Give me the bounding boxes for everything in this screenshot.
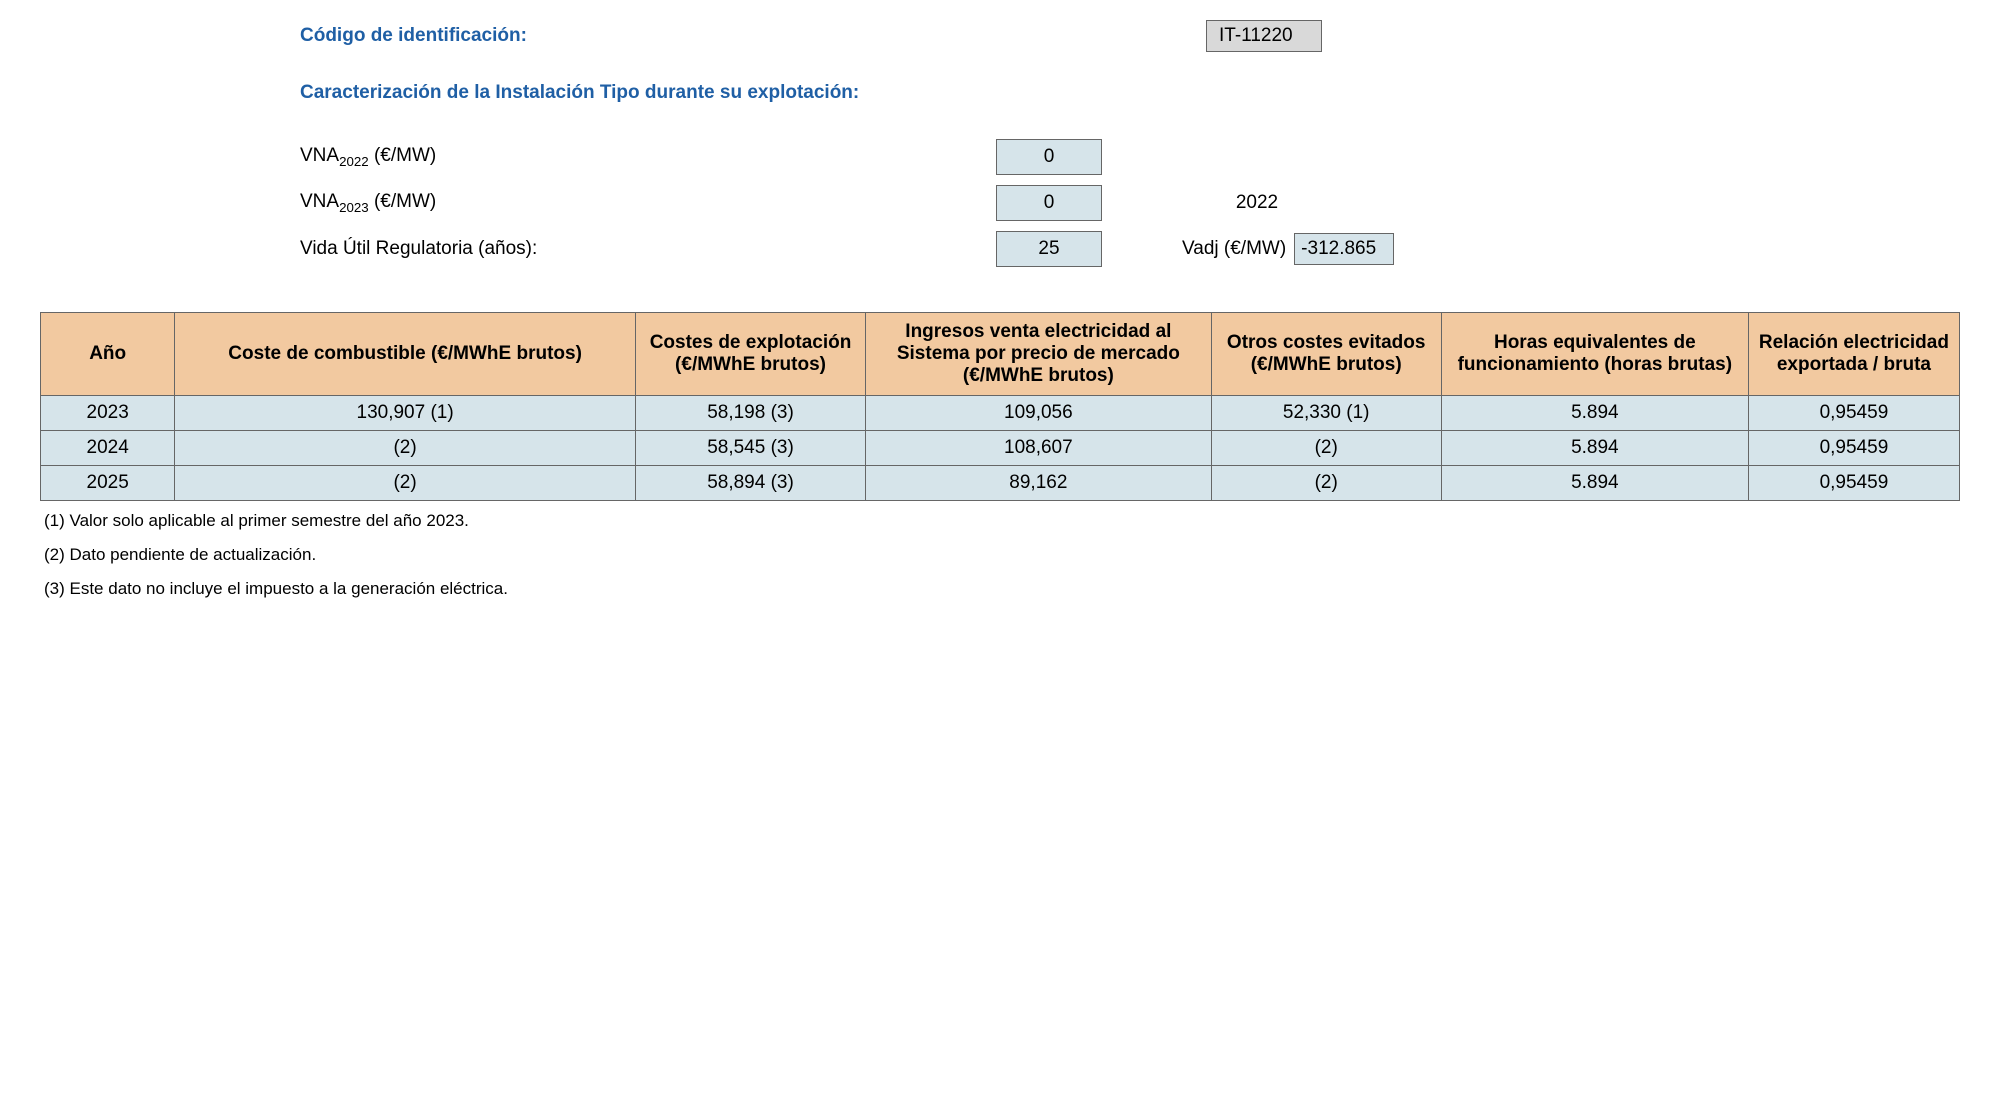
table-row: 2023130,907 (1)58,198 (3)109,05652,330 (…	[41, 396, 1960, 431]
vna-2022-label: VNA2022 (€/MW)	[300, 145, 996, 169]
table-header: Costes de explotación (€/MWhE brutos)	[635, 313, 865, 396]
vna-2023-value: 0	[996, 185, 1102, 221]
table-row: 2025(2)58,894 (3)89,162(2)5.8940,95459	[41, 466, 1960, 501]
table-header: Ingresos venta electricidad al Sistema p…	[866, 313, 1211, 396]
table-cell: 5.894	[1441, 431, 1748, 466]
data-table: AñoCoste de combustible (€/MWhE brutos)C…	[40, 312, 1960, 501]
table-cell: (2)	[1211, 466, 1441, 501]
table-cell: 0,95459	[1748, 396, 1959, 431]
table-header: Relación electricidad exportada / bruta	[1748, 313, 1959, 396]
vadj-label: Vadj (€/MW)	[1182, 238, 1286, 260]
table-cell: 58,198 (3)	[635, 396, 865, 431]
table-cell: 5.894	[1441, 466, 1748, 501]
table-cell: 0,95459	[1748, 466, 1959, 501]
table-cell: 130,907 (1)	[175, 396, 636, 431]
footnote: (2) Dato pendiente de actualización.	[44, 545, 1960, 565]
table-cell: (2)	[1211, 431, 1441, 466]
table-header: Coste de combustible (€/MWhE brutos)	[175, 313, 636, 396]
table-header: Año	[41, 313, 175, 396]
section-title: Caracterización de la Instalación Tipo d…	[40, 82, 1960, 104]
table-cell: 108,607	[866, 431, 1211, 466]
table-cell: 5.894	[1441, 396, 1748, 431]
table-cell: 2024	[41, 431, 175, 466]
year-side-label: 2022	[1102, 192, 1412, 214]
footnote: (1) Valor solo aplicable al primer semes…	[44, 511, 1960, 531]
table-cell: 58,545 (3)	[635, 431, 865, 466]
footnote: (3) Este dato no incluye el impuesto a l…	[44, 579, 1960, 599]
table-cell: 2025	[41, 466, 175, 501]
table-cell: 89,162	[866, 466, 1211, 501]
table-cell: (2)	[175, 431, 636, 466]
vadj-value: -312.865	[1294, 233, 1394, 265]
code-label: Código de identificación:	[40, 25, 1200, 47]
table-cell: 58,894 (3)	[635, 466, 865, 501]
table-cell: (2)	[175, 466, 636, 501]
params-block: VNA2022 (€/MW) 0 VNA2023 (€/MW) 0 2022 V…	[40, 134, 1960, 272]
vida-label: Vida Útil Regulatoria (años):	[300, 238, 996, 260]
footnotes: (1) Valor solo aplicable al primer semes…	[40, 511, 1960, 599]
table-cell: 109,056	[866, 396, 1211, 431]
code-value-box: IT-11220	[1206, 20, 1322, 52]
table-cell: 2023	[41, 396, 175, 431]
table-row: 2024(2)58,545 (3)108,607(2)5.8940,95459	[41, 431, 1960, 466]
table-cell: 0,95459	[1748, 431, 1959, 466]
table-header: Otros costes evitados (€/MWhE brutos)	[1211, 313, 1441, 396]
vida-value: 25	[996, 231, 1102, 267]
vna-2023-label: VNA2023 (€/MW)	[300, 191, 996, 215]
table-cell: 52,330 (1)	[1211, 396, 1441, 431]
vna-2022-value: 0	[996, 139, 1102, 175]
table-header: Horas equivalentes de funcionamiento (ho…	[1441, 313, 1748, 396]
